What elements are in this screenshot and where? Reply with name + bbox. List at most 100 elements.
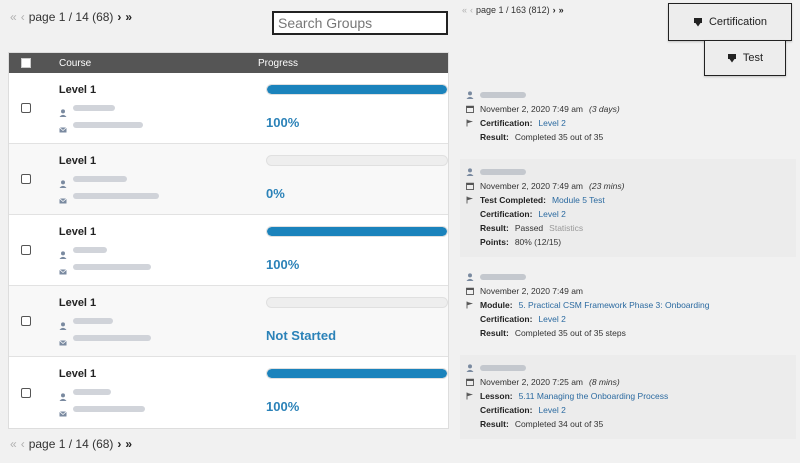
activity-field-link[interactable]: 5.11 Managing the Onboarding Process <box>518 391 669 401</box>
progress-bar <box>266 155 448 166</box>
activity-date: November 2, 2020 7:25 am <box>480 377 584 387</box>
progress-label: 0% <box>266 186 285 201</box>
activity-date: November 2, 2020 7:49 am <box>480 286 584 296</box>
row-checkbox[interactable] <box>20 103 31 113</box>
progress-bar <box>266 368 448 379</box>
course-name: Level 1 <box>58 84 97 96</box>
activity-field-value: Completed 35 out of 35 steps <box>514 328 626 338</box>
envelope-icon <box>59 192 67 204</box>
flag-icon <box>466 119 474 127</box>
redacted-user-email <box>72 406 145 412</box>
activity-field-link[interactable]: Level 2 <box>538 209 566 219</box>
certification-button-label: Certification <box>708 16 768 28</box>
activity-duration: (8 mins) <box>589 377 620 387</box>
activity-prev-page-link[interactable]: ‹ <box>470 5 474 15</box>
activity-field-link[interactable]: Level 2 <box>538 314 566 324</box>
activity-field-link[interactable]: Module 5 Test <box>551 195 605 205</box>
header-progress: Progress <box>258 57 299 69</box>
progress-label: 100% <box>266 399 300 414</box>
first-page-link[interactable]: « <box>10 10 17 24</box>
user-icon <box>466 364 474 372</box>
progress-bar <box>266 226 448 237</box>
activity-page-indicator: page 1 / 163 (812) <box>476 5 550 15</box>
activity-field-label: Result: <box>480 328 509 338</box>
user-icon <box>59 104 67 117</box>
activity-field-value: Completed 35 out of 35 <box>514 132 604 142</box>
activity-field-value: Passed <box>514 223 544 233</box>
course-name: Level 1 <box>58 368 97 380</box>
row-checkbox[interactable] <box>20 316 31 326</box>
row-checkbox[interactable] <box>20 174 31 184</box>
page-indicator: page 1 / 14 (68) <box>28 437 114 451</box>
user-icon <box>466 273 474 281</box>
user-icon <box>59 317 67 330</box>
redacted-user-name <box>480 365 526 371</box>
test-button-label: Test <box>742 52 764 64</box>
pagination-activity: « ‹ page 1 / 163 (812) › » <box>462 5 564 15</box>
table-row: Level 1 Not Started <box>9 286 448 357</box>
activity-field-label: Points: <box>480 237 509 247</box>
prev-page-link[interactable]: ‹ <box>20 437 25 451</box>
redacted-user-email <box>72 193 159 199</box>
redacted-user-name <box>72 105 115 111</box>
redacted-user-name <box>72 247 107 253</box>
user-icon <box>59 388 67 401</box>
select-all-checkbox[interactable] <box>21 58 31 68</box>
next-page-link[interactable]: › <box>117 10 122 24</box>
envelope-icon <box>59 334 67 346</box>
course-progress-table: Course Progress Level 1 100% Level 1 0% … <box>8 52 449 429</box>
activity-field-link[interactable]: Level 2 <box>538 405 566 415</box>
activity-next-page-link[interactable]: › <box>552 5 556 15</box>
activity-field-value: 80% (12/15) <box>514 237 562 247</box>
redacted-user-name <box>72 389 111 395</box>
activity-first-page-link[interactable]: « <box>462 5 468 15</box>
activity-field-label: Result: <box>480 223 509 233</box>
redacted-user-name <box>72 318 113 324</box>
progress-bar-fill <box>267 85 447 94</box>
statistics-link[interactable]: Statistics <box>549 223 584 233</box>
user-icon <box>59 175 67 188</box>
activity-field-label: Module: <box>480 300 513 310</box>
activity-feed: November 2, 2020 7:49 am (3 days) Certific… <box>460 82 796 446</box>
activity-field-link[interactable]: Level 2 <box>538 118 566 128</box>
user-icon <box>59 246 67 259</box>
last-page-link[interactable]: » <box>125 437 133 451</box>
activity-field-label: Certification: <box>480 209 533 219</box>
flag-icon <box>466 196 474 204</box>
activity-field-label: Test Completed: <box>480 195 546 205</box>
row-checkbox[interactable] <box>20 245 31 255</box>
first-page-link[interactable]: « <box>10 437 17 451</box>
user-icon <box>466 91 474 99</box>
progress-bar-fill <box>267 369 447 378</box>
download-icon <box>727 54 736 63</box>
activity-item: November 2, 2020 7:49 am Module: 5. Practi… <box>460 264 796 348</box>
redacted-user-email <box>72 264 151 270</box>
certification-button[interactable]: Certification <box>668 3 792 41</box>
activity-field-link[interactable]: 5. Practical CSM Framework Phase 3: Onbo… <box>518 300 710 310</box>
progress-bar <box>266 84 448 95</box>
search-groups-input[interactable] <box>272 11 448 35</box>
redacted-user-name <box>72 176 127 182</box>
row-checkbox[interactable] <box>20 387 31 398</box>
table-row: Level 1 0% <box>9 144 448 215</box>
header-course: Course <box>59 57 92 69</box>
test-button[interactable]: Test <box>704 40 786 76</box>
course-name: Level 1 <box>58 297 97 309</box>
table-row: Level 1 100% <box>9 215 448 286</box>
activity-item: November 2, 2020 7:49 am (3 days) Certific… <box>460 82 796 152</box>
progress-label: Not Started <box>266 328 337 343</box>
redacted-user-name <box>480 92 526 98</box>
calendar-icon <box>466 378 474 386</box>
activity-last-page-link[interactable]: » <box>558 5 564 15</box>
activity-field-label: Result: <box>480 132 509 142</box>
progress-bar <box>266 297 448 308</box>
prev-page-link[interactable]: ‹ <box>20 10 25 24</box>
progress-label: 100% <box>266 115 300 130</box>
last-page-link[interactable]: » <box>125 10 133 24</box>
flag-icon <box>466 392 474 400</box>
activity-duration: (3 days) <box>589 104 620 114</box>
flag-icon <box>466 301 474 309</box>
next-page-link[interactable]: › <box>117 437 122 451</box>
course-name: Level 1 <box>58 226 97 238</box>
table-row: Level 1 100% <box>9 73 448 144</box>
